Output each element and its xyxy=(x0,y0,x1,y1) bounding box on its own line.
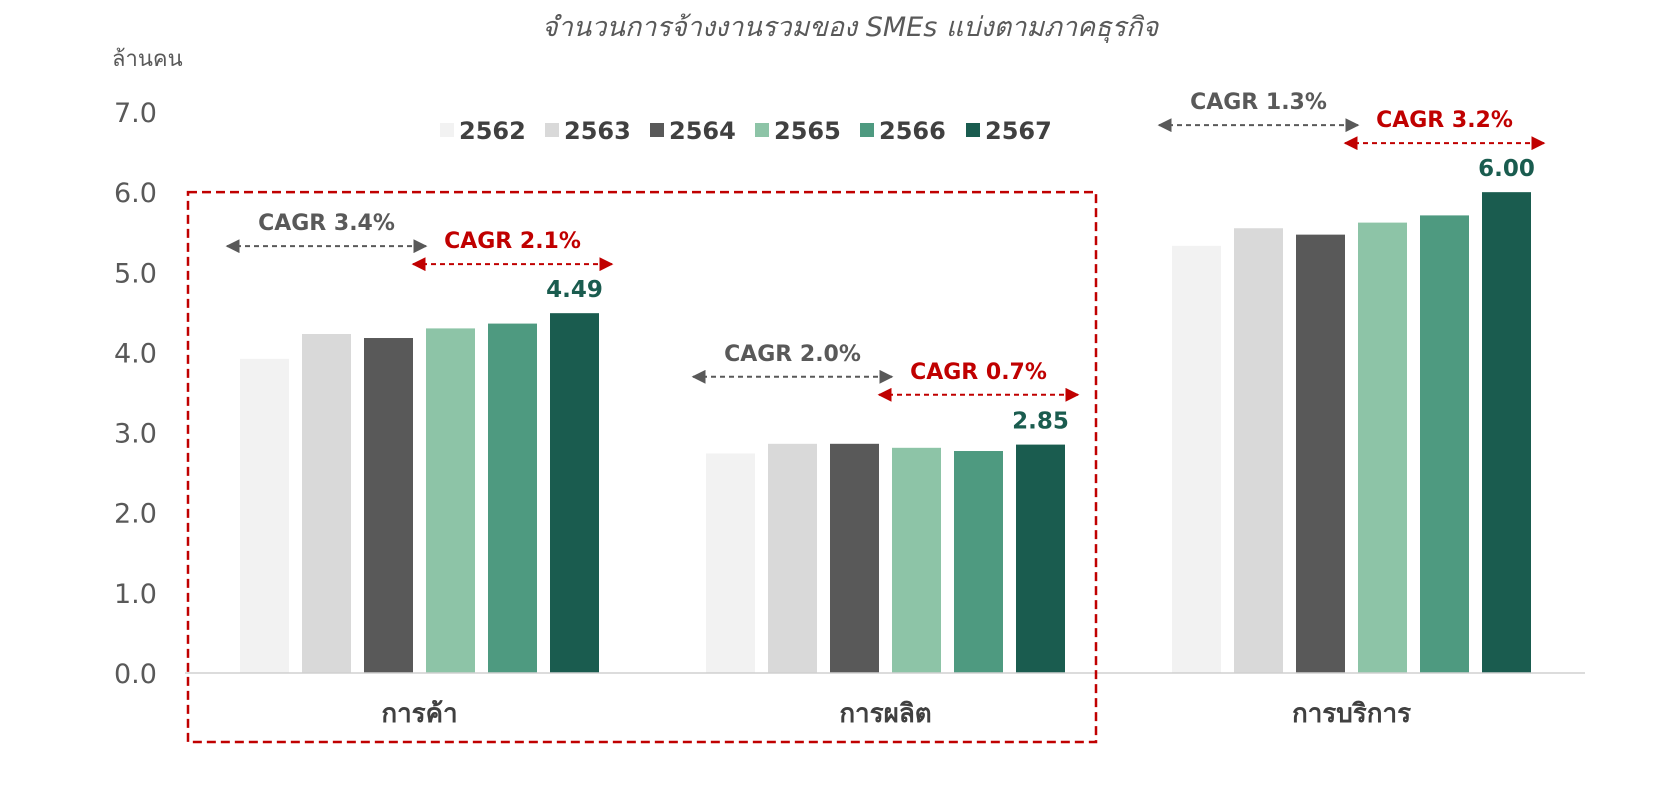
bar-2565-2 xyxy=(1358,222,1407,673)
y-tick-label: 5.0 xyxy=(114,258,157,289)
legend-label-2563: 2563 xyxy=(564,117,631,145)
bar-2563-1 xyxy=(768,443,817,673)
legend-swatch-2564 xyxy=(650,123,664,137)
bars xyxy=(240,192,1531,673)
highlight-box xyxy=(186,190,1098,744)
cagr-label: CAGR 1.3% xyxy=(1190,90,1327,115)
legend-label-2566: 2566 xyxy=(879,117,946,145)
legend-label-2562: 2562 xyxy=(459,117,526,145)
y-tick-label: 0.0 xyxy=(114,659,157,690)
bar-2567-1 xyxy=(1016,444,1065,673)
y-axis-ticks: 0.0 1.0 2.0 3.0 4.0 5.0 6.0 7.0 xyxy=(114,98,157,690)
data-label: 6.00 xyxy=(1478,156,1535,182)
data-labels: 4.49 2.85 6.00 xyxy=(546,156,1535,434)
cagr-annotations: CAGR 3.4% CAGR 2.1% CAGR 2.0% CAGR 0.7% CAGR… xyxy=(225,90,1546,402)
y-tick-label: 2.0 xyxy=(114,499,157,530)
data-label: 2.85 xyxy=(1012,409,1069,435)
bar-2566-2 xyxy=(1420,215,1469,673)
bar-2564-1 xyxy=(830,443,879,673)
y-tick-label: 6.0 xyxy=(114,178,157,209)
cagr-label: CAGR 3.4% xyxy=(258,211,395,236)
legend-label-2565: 2565 xyxy=(774,117,841,145)
bar-2567-0 xyxy=(550,313,599,673)
bar-2564-2 xyxy=(1296,234,1345,673)
cagr-label: CAGR 3.2% xyxy=(1376,108,1513,133)
bar-2566-1 xyxy=(954,451,1003,673)
bar-2563-2 xyxy=(1234,228,1283,673)
category-label: การค้า xyxy=(381,699,457,729)
legend-swatch-2566 xyxy=(860,123,874,137)
y-tick-label: 7.0 xyxy=(114,98,157,129)
bar-2563-0 xyxy=(302,334,351,673)
bar-2564-0 xyxy=(364,338,413,673)
bar-2562-0 xyxy=(240,358,289,673)
legend-swatch-2563 xyxy=(545,123,559,137)
cagr-label: CAGR 0.7% xyxy=(910,360,1047,385)
legend-label-2567: 2567 xyxy=(985,117,1052,145)
bar-2567-2 xyxy=(1482,192,1531,673)
y-tick-label: 3.0 xyxy=(114,419,157,450)
legend-label-2564: 2564 xyxy=(669,117,736,145)
cagr-label: CAGR 2.0% xyxy=(724,342,861,367)
bar-2562-2 xyxy=(1172,245,1221,673)
legend-swatch-2562 xyxy=(440,123,454,137)
bar-2565-0 xyxy=(426,328,475,673)
y-axis-unit-label: ล้านคน xyxy=(112,47,183,72)
legend-swatch-2565 xyxy=(755,123,769,137)
bar-2566-0 xyxy=(488,323,537,673)
legend: 2562 2563 2564 2565 2566 2567 xyxy=(440,117,1052,145)
category-labels: การค้า การผลิต การบริการ xyxy=(381,699,1411,729)
y-tick-label: 1.0 xyxy=(114,579,157,610)
bar-2562-1 xyxy=(706,453,755,673)
chart-title: จำนวนการจ้างงานรวมของ SMEs แบ่งตามภาคธุร… xyxy=(542,12,1160,44)
cagr-label: CAGR 2.1% xyxy=(444,229,581,254)
category-label: การผลิต xyxy=(839,699,931,729)
legend-swatch-2567 xyxy=(966,123,980,137)
data-label: 4.49 xyxy=(546,277,603,303)
bar-2565-1 xyxy=(892,447,941,673)
category-label: การบริการ xyxy=(1292,699,1411,729)
y-tick-label: 4.0 xyxy=(114,338,157,369)
